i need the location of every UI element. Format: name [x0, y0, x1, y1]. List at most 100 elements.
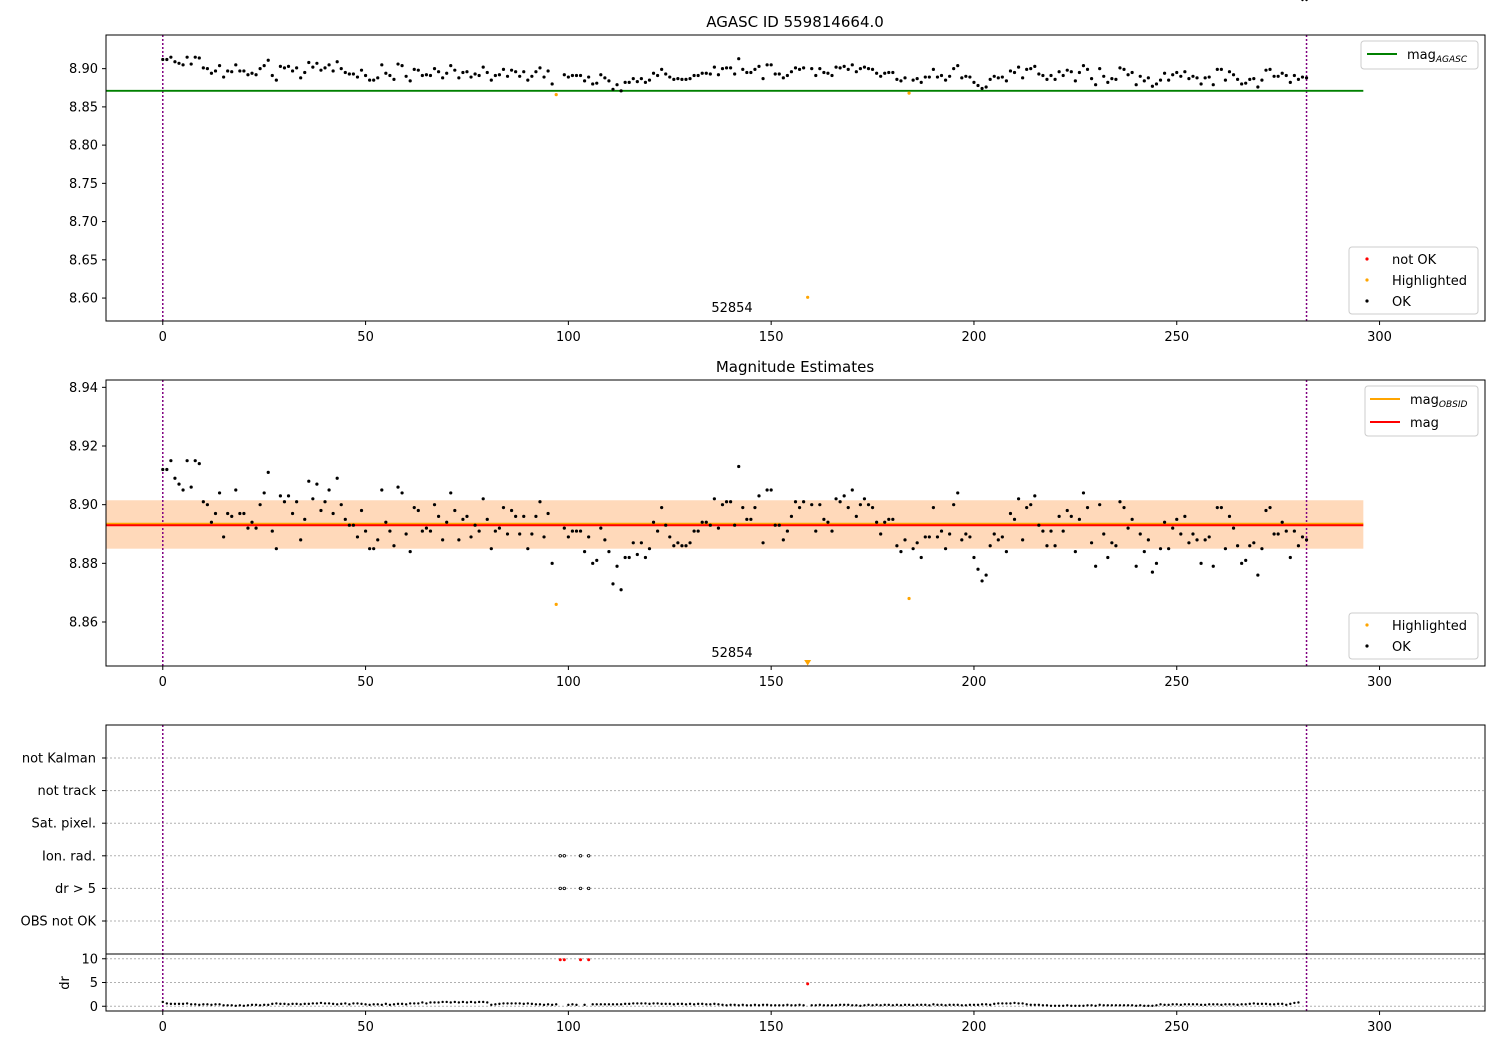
- ok-point: [1021, 76, 1025, 80]
- dr-point: [1163, 1003, 1166, 1007]
- ok-point: [992, 532, 996, 536]
- panel2-title: Magnitude Estimates: [716, 358, 874, 376]
- ok-point: [595, 558, 599, 563]
- ok-point: [785, 73, 789, 78]
- dr-point: [323, 1002, 327, 1005]
- ok-point: [603, 76, 607, 80]
- ok-point: [814, 529, 818, 533]
- dr-point: [717, 1003, 720, 1006]
- ok-point: [1025, 506, 1029, 510]
- ok-point: [879, 532, 883, 536]
- ok-point: [246, 73, 250, 77]
- ok-point: [611, 582, 615, 586]
- ok-point: [501, 67, 506, 72]
- dr-point: [441, 1000, 444, 1004]
- ok-point: [664, 72, 668, 76]
- dr-point: [1199, 1003, 1203, 1007]
- svg-text:magAGASC: magAGASC: [1407, 48, 1468, 65]
- ok-point: [676, 76, 680, 81]
- ok-point: [262, 63, 266, 68]
- flag-row-label: not track: [37, 784, 96, 799]
- ok-point: [396, 485, 400, 489]
- ok-point: [984, 85, 988, 89]
- dr-point: [1203, 1003, 1207, 1007]
- x-tick-label: 0: [159, 675, 167, 690]
- ok-point: [396, 62, 400, 66]
- ok-point: [826, 520, 830, 524]
- dr-point: [1289, 1002, 1292, 1006]
- dr-point: [1118, 1004, 1122, 1007]
- dr-point: [1293, 1001, 1296, 1005]
- dr-point: [745, 1004, 749, 1007]
- ok-point: [1292, 529, 1296, 533]
- panel2-annotation: 52854: [711, 646, 752, 661]
- ok-point: [1235, 77, 1240, 81]
- ok-point: [802, 66, 806, 70]
- flag-marker: [558, 854, 562, 858]
- ok-point: [355, 535, 360, 539]
- ok-point: [700, 520, 704, 524]
- ok-point: [181, 63, 185, 67]
- ok-point: [911, 78, 915, 82]
- dr-point: [315, 1002, 319, 1005]
- dr-point: [705, 1003, 708, 1006]
- dr-point: [1094, 1004, 1097, 1007]
- ok-point: [939, 73, 944, 78]
- dr-not-ok-point: [579, 958, 583, 962]
- ok-point: [793, 66, 798, 70]
- dr-point: [859, 1004, 862, 1007]
- dr-point: [932, 1003, 935, 1006]
- dr-point: [749, 1004, 753, 1007]
- ok-point: [866, 503, 871, 507]
- ok-point: [428, 73, 433, 78]
- ok-point: [461, 517, 465, 521]
- dr-point: [709, 1003, 712, 1006]
- ok-point: [1171, 526, 1175, 530]
- ok-point: [177, 61, 181, 65]
- dr-point: [271, 1002, 274, 1006]
- svg-text:magOBSID: magOBSID: [1410, 393, 1468, 410]
- ok-point: [570, 73, 575, 78]
- dr-point: [1074, 1004, 1077, 1007]
- dr-point: [526, 1002, 530, 1005]
- x-tick-label: 200: [962, 330, 987, 345]
- ok-point: [1069, 514, 1073, 519]
- ok-point: [522, 70, 526, 74]
- ok-point: [1288, 555, 1292, 560]
- ok-point: [741, 506, 745, 510]
- dr-point: [599, 1003, 603, 1006]
- ok-point: [1025, 67, 1029, 72]
- ok-point: [729, 66, 733, 70]
- dr-point: [822, 1004, 826, 1007]
- ok-point: [647, 547, 652, 551]
- ok-point: [246, 526, 250, 530]
- ok-point: [1203, 76, 1207, 80]
- ok-point: [1215, 67, 1219, 72]
- ok-point: [769, 488, 773, 492]
- ok-point: [343, 70, 347, 75]
- dr-point: [988, 1003, 992, 1007]
- ok-point: [473, 523, 477, 527]
- dr-point: [603, 1003, 607, 1006]
- dr-point: [607, 1003, 611, 1006]
- ok-point: [899, 79, 903, 83]
- ok-point: [854, 70, 858, 74]
- dr-point: [538, 1003, 542, 1006]
- ok-point: [234, 488, 238, 492]
- dr-point: [595, 1003, 598, 1006]
- y-tick-label: 8.85: [69, 100, 98, 115]
- ok-point: [1077, 517, 1082, 521]
- ok-point: [359, 68, 364, 72]
- ok-point: [915, 541, 919, 545]
- ok-point: [664, 523, 668, 527]
- ok-point: [935, 75, 940, 79]
- ok-point: [611, 87, 615, 91]
- ok-point: [278, 64, 283, 68]
- ok-point: [883, 71, 887, 75]
- dr-point: [396, 1002, 400, 1006]
- ok-point: [733, 72, 737, 76]
- ok-point: [1053, 544, 1057, 548]
- dr-point: [895, 1003, 899, 1007]
- dr-point: [319, 1001, 323, 1005]
- ok-point: [376, 76, 380, 80]
